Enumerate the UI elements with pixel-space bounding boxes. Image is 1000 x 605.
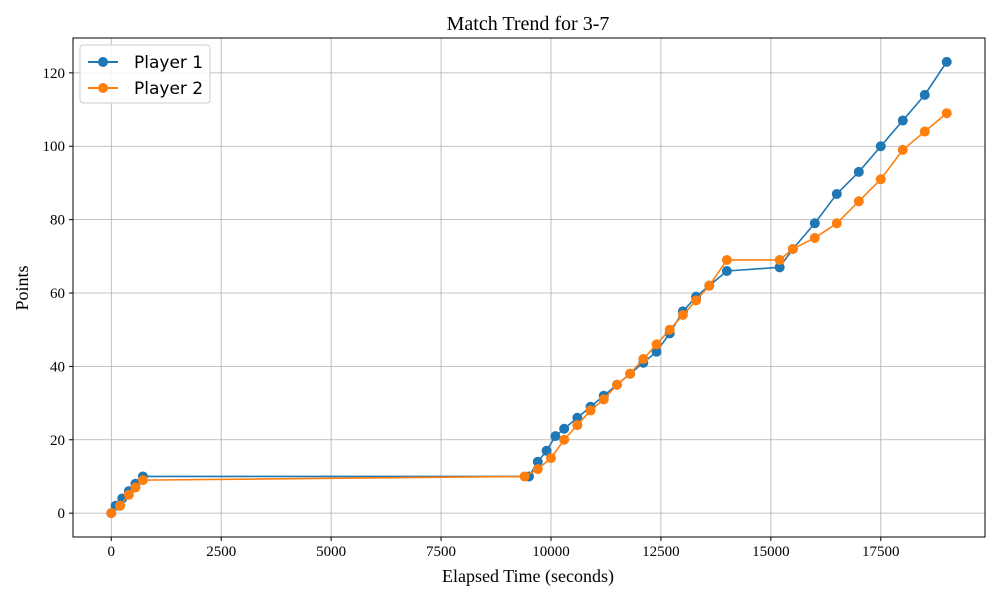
x-tick-label: 17500 [862,544,900,560]
y-tick-label: 0 [58,506,66,522]
series-layer [106,56,952,519]
x-tick-label: 0 [108,544,116,560]
data-point-player-2 [809,232,820,243]
x-tick-label: 15000 [752,544,790,560]
data-point-player-2 [572,420,583,431]
data-point-player-2 [721,254,732,265]
legend-label-player-1: Player 1 [134,53,203,73]
data-point-player-2 [651,339,662,350]
data-point-player-2 [875,174,886,185]
x-axis-label: Elapsed Time (seconds) [442,566,614,587]
data-point-player-1 [774,262,785,273]
data-point-player-2 [638,354,649,365]
legend-marker-player-1 [98,57,108,67]
y-tick-label: 60 [50,286,65,302]
data-point-player-1 [831,188,842,199]
data-point-player-2 [585,405,596,416]
x-tick-label: 10000 [532,544,570,560]
data-point-player-1 [853,166,864,177]
grid-layer [73,38,985,537]
data-point-player-2 [625,368,636,379]
chart-title: Match Trend for 3-7 [447,13,610,35]
data-point-player-2 [691,295,702,306]
data-point-player-2 [787,243,798,254]
series-line-player-1 [110,61,948,514]
data-point-player-2 [130,482,141,493]
data-point-player-2 [598,394,609,405]
data-point-player-2 [897,144,908,155]
data-point-player-1 [919,89,930,100]
plot-frame [72,37,986,538]
data-point-player-1 [875,141,886,152]
data-point-player-2 [831,218,842,229]
data-point-player-2 [545,453,556,464]
data-point-player-2 [115,500,126,511]
data-point-player-2 [704,280,715,291]
data-point-player-2 [853,196,864,207]
data-point-player-2 [106,508,117,519]
tick-layer: 0 2500 5000 7500 10000 12500 15000 17500 0 20 40 60… [43,66,900,560]
data-point-player-2 [532,464,543,475]
data-point-player-1 [541,445,552,456]
data-point-player-2 [919,126,930,137]
data-point-player-2 [774,254,785,265]
x-tick-label: 2500 [206,544,236,560]
data-point-player-2 [123,489,134,500]
data-point-player-1 [651,346,662,357]
data-point-player-2 [137,475,148,486]
legend-marker-player-2 [98,83,108,93]
data-point-player-1 [559,423,570,434]
y-tick-label: 100 [43,139,66,155]
data-point-player-1 [941,56,952,67]
y-axis-label: Points [12,265,32,310]
data-point-player-2 [559,434,570,445]
data-point-player-2 [941,108,952,119]
data-point-player-2 [611,379,622,390]
data-point-player-1 [532,456,543,467]
x-tick-label: 12500 [642,544,680,560]
x-tick-label: 7500 [426,544,456,560]
legend: Player 1 Player 2 [79,44,211,104]
data-point-player-1 [897,115,908,126]
data-point-player-1 [572,412,583,423]
y-tick-label: 80 [50,213,65,229]
y-tick-label: 20 [50,433,65,449]
data-point-player-2 [519,471,530,482]
data-point-player-2 [664,324,675,335]
legend-label-player-2: Player 2 [134,79,203,99]
x-tick-label: 5000 [316,544,346,560]
y-tick-label: 40 [50,359,65,375]
series-line-player-2 [110,112,948,514]
data-point-player-1 [721,265,732,276]
data-point-player-1 [550,431,561,442]
data-point-player-2 [677,310,688,321]
y-tick-label: 120 [43,66,66,82]
data-point-player-1 [809,218,820,229]
